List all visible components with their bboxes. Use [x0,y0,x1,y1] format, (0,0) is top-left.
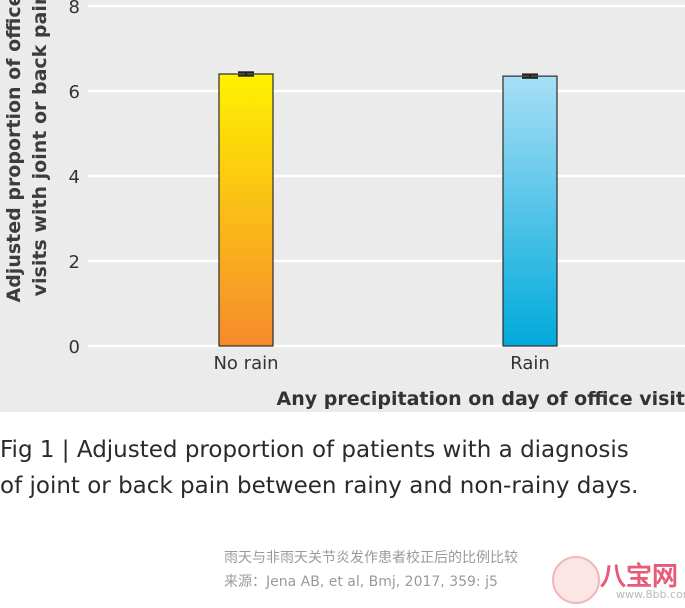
mascot-icon [552,556,600,604]
bar-no-rain [218,73,274,347]
y-tick-labels: 0 2 4 6 8 [69,0,80,358]
watermark-logo: 八宝网 www.8bb.com [552,552,685,606]
source-line-1: 雨天与非雨天关节炎发作患者校正后的比例比较 [224,550,518,566]
y-tick-label: 2 [69,252,80,273]
x-tick-label: Rain [510,353,550,374]
x-tick-labels: No rain Rain [213,353,549,374]
figure-caption: Fig 1 | Adjusted proportion of patients … [0,432,685,504]
watermark-brand: 八宝网 [600,562,679,592]
caption-line-2: of joint or back pain between rainy and … [0,473,639,499]
y-tick-label: 4 [69,167,80,188]
y-axis-label-line1: Adjusted proportion of office [3,0,25,303]
watermark-url: www.8bb.com [616,588,685,601]
chart-panel [0,0,685,412]
source-line-2: 来源：Jena AB, et al, Bmj, 2017, 359: j5 [224,574,498,590]
caption-line-1: Fig 1 | Adjusted proportion of patients … [0,437,629,463]
source-note: 雨天与非雨天关节炎发作患者校正后的比例比较 来源：Jena AB, et al,… [224,546,518,594]
bar-chart: 0 2 4 6 8 No rain Rain Adjusted proportion of… [3,0,685,410]
x-axis-title: Any precipitation on day of office visit [277,388,685,410]
grid-lines [88,4,685,348]
bars [218,71,558,347]
y-tick-label: 0 [69,337,80,358]
x-tick-label: No rain [213,353,278,374]
y-axis-label-line2: visits with joint or back pain [29,0,51,296]
bar-rain [502,75,558,347]
y-tick-label: 8 [69,0,80,18]
y-tick-label: 6 [69,82,80,103]
